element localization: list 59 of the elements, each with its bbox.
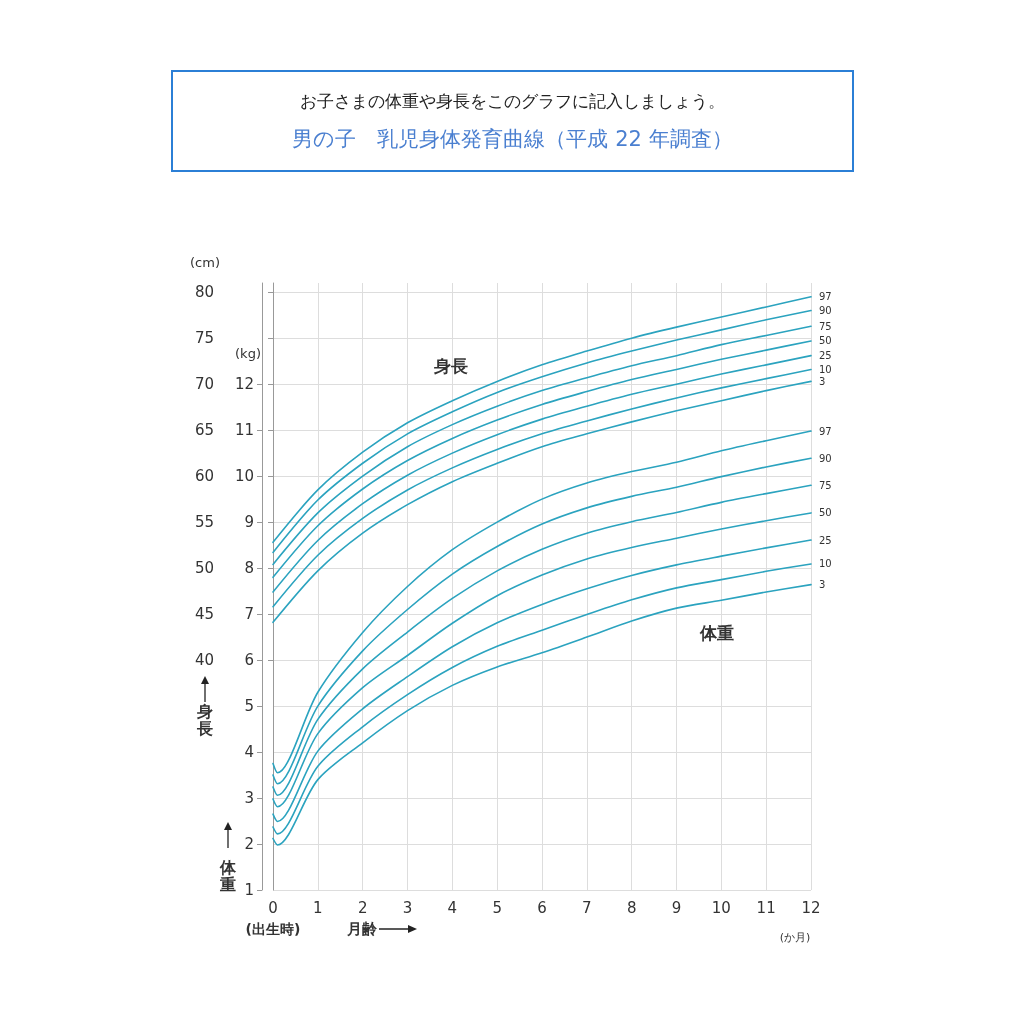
x-tick-label: 12 (801, 898, 821, 917)
chart-title: お子さまの体重や身長をこのグラフに記入しましょう。 (299, 90, 726, 113)
x-axis-title: 月齢 (346, 920, 378, 938)
y2-tick-label: 11 (234, 421, 254, 440)
x-tick-label: 1 (313, 898, 323, 917)
y2-tick-label: 8 (244, 559, 254, 578)
x-tick-label: 5 (492, 898, 502, 917)
x-tick-label: 0 (268, 898, 278, 917)
y-tick-label: 40 (194, 651, 214, 670)
x-tick-label: 3 (402, 898, 413, 917)
series-label: 75 (819, 479, 832, 491)
series-label: 25 (819, 534, 832, 546)
series-label: 10 (819, 363, 832, 375)
chart-subtitle: 男の子 乳児身体発育曲線（平成 22 年調査） (291, 126, 734, 153)
y2-tick-label: 7 (244, 605, 254, 624)
series-label: 10 (819, 558, 832, 570)
y-tick-label: 50 (194, 559, 214, 578)
y2-tick-label: 2 (244, 835, 254, 854)
annotation: 身長 (433, 356, 468, 376)
text: (か月) (779, 930, 811, 944)
y-tick-label: 75 (194, 329, 214, 348)
y2-tick-label: 1 (244, 881, 254, 899)
series-label: 3 (819, 375, 826, 387)
series-label: 97 (819, 425, 832, 437)
x-tick-label: 7 (582, 898, 592, 917)
text: 体重 (219, 858, 237, 894)
x-tick-label: 9 (671, 898, 682, 917)
y2-tick-label: 6 (244, 651, 254, 670)
series-label: 90 (819, 305, 832, 317)
series-label: 25 (819, 350, 832, 362)
series-label: 50 (819, 507, 832, 519)
x-tick-label: 8 (626, 898, 637, 917)
y2-tick-label: 4 (244, 743, 254, 762)
x-tick-label: 6 (537, 898, 547, 917)
y-tick-label: 70 (194, 375, 214, 394)
y2-tick-label: 9 (244, 513, 254, 532)
x-tick-label: 10 (711, 898, 731, 917)
x-tick-label: 4 (447, 898, 458, 917)
text: (出生時) (245, 921, 301, 937)
y2-axis-title: (kg) (235, 345, 261, 361)
x-tick-label: 11 (756, 898, 776, 917)
series-label: 50 (819, 335, 832, 347)
series-label: 97 (819, 291, 832, 303)
y-tick-label: 55 (194, 513, 214, 532)
y2-tick-label: 3 (244, 789, 254, 808)
y-tick-label: 65 (194, 421, 214, 440)
x-tick-label: 2 (357, 898, 368, 917)
y-tick-label: 60 (194, 467, 214, 486)
y2-tick-label: 10 (234, 467, 254, 486)
y2-tick-label: 12 (234, 375, 254, 394)
y-axis-title: (cm) (190, 254, 220, 270)
y-tick-label: 45 (194, 605, 214, 624)
text: 身長 (196, 702, 213, 738)
series-label: 3 (819, 579, 826, 591)
y2-tick-label: 5 (244, 697, 254, 716)
series-label: 75 (819, 320, 832, 332)
series-label: 90 (819, 452, 832, 464)
annotation: 体重 (699, 623, 734, 643)
y-tick-label: 80 (194, 283, 214, 302)
